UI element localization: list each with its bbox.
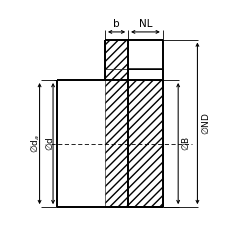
Text: $\varnothing$ND: $\varnothing$ND [200, 112, 211, 135]
Text: $\varnothing$d: $\varnothing$d [44, 136, 55, 151]
Text: $\varnothing$d$_a$: $\varnothing$d$_a$ [30, 134, 42, 153]
Text: NL: NL [139, 19, 152, 29]
Text: $\varnothing$B: $\varnothing$B [180, 136, 192, 151]
Polygon shape [105, 68, 163, 207]
Text: b: b [113, 19, 120, 29]
Polygon shape [105, 40, 128, 68]
